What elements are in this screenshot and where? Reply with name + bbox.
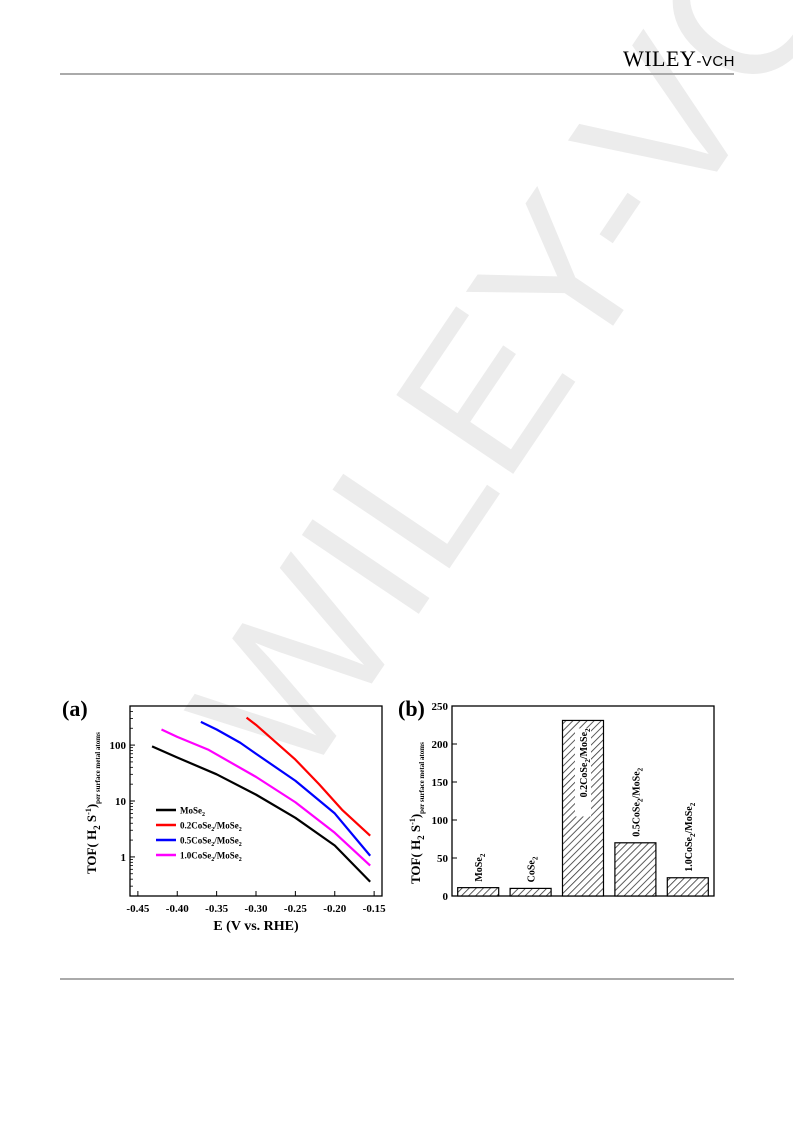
legend-sub2: 2 bbox=[239, 842, 242, 848]
publisher-main: WILEY bbox=[622, 46, 697, 71]
legend-tail: /MoSe bbox=[213, 821, 239, 831]
legend-tail: /MoSe bbox=[213, 836, 239, 846]
y-axis-b: 0 50 100 150 200 250 bbox=[432, 701, 457, 903]
bar-label-0: MoSe2 bbox=[474, 853, 487, 881]
y-tick-label-a: 10 bbox=[115, 796, 127, 808]
bar-1 bbox=[509, 887, 552, 897]
bar-label-1: CoSe2 bbox=[527, 856, 540, 882]
figure-b: (b) 0 50 100 150 200 250 MoSe2 CoSe2 0.2CoSe2/M… bbox=[396, 692, 726, 947]
y-tick-label-b: 0 bbox=[443, 891, 449, 903]
x-tick-label-a: -0.30 bbox=[245, 903, 268, 915]
line-chart: (a) -0.45 -0.40 -0.35 -0.30 -0.25 -0.20 -0.15 … bbox=[62, 696, 386, 934]
bar-label-3: 0.5CoSe2/MoSe2 bbox=[631, 767, 644, 836]
publisher-logo: WILEY-VCH bbox=[623, 46, 735, 72]
y-tick-label-a: 100 bbox=[110, 740, 127, 752]
y-axis-label-text-a: TOF( H2 S-1)per surface metal atoms bbox=[84, 732, 102, 874]
y-axis-a: 1 10 100 bbox=[110, 705, 135, 897]
legend-sub: 2 bbox=[211, 842, 214, 848]
legend-name: 0.5CoSe bbox=[180, 836, 211, 846]
x-tick-label-a: -0.40 bbox=[166, 903, 189, 915]
x-axis-label-a: E (V vs. RHE) bbox=[213, 919, 299, 934]
legend-entry-0: MoSe2 bbox=[180, 806, 205, 819]
y-axis-label-a: TOF( H2 S-1)per surface metal atoms bbox=[84, 732, 102, 874]
bar-label-4: 1.0CoSe2/MoSe2 bbox=[684, 802, 697, 871]
series-line-0 bbox=[151, 745, 371, 883]
y-axis-label-b: TOF( H2 S-1)per surface metal atoms bbox=[408, 742, 426, 884]
x-tick-label-a: -0.25 bbox=[284, 903, 307, 915]
panel-label-b: (b) bbox=[398, 696, 425, 721]
series-line-2 bbox=[200, 720, 372, 857]
y-tick-label-b: 50 bbox=[437, 853, 449, 865]
bar-label-bg-2 bbox=[575, 728, 591, 817]
legend-a: MoSe20.2CoSe2/MoSe20.5CoSe2/MoSe21.0CoSe… bbox=[156, 806, 242, 864]
figure-a: (a) -0.45 -0.40 -0.35 -0.30 -0.25 -0.20 -0.15 … bbox=[60, 692, 390, 947]
y-tick-label-b: 200 bbox=[432, 739, 449, 751]
legend-sub: 2 bbox=[211, 857, 214, 863]
series-line-1 bbox=[245, 716, 371, 837]
footer-rule bbox=[60, 978, 734, 980]
legend-name: MoSe bbox=[180, 806, 202, 816]
series-group-a bbox=[151, 716, 372, 883]
bar-3 bbox=[614, 842, 657, 897]
x-tick-label-a: -0.15 bbox=[363, 903, 386, 915]
legend-sub2: 2 bbox=[239, 827, 242, 833]
plot-frame-a bbox=[129, 705, 383, 897]
bar-label-2: 0.2CoSe2/MoSe2 bbox=[579, 728, 592, 797]
bars-group-b bbox=[457, 719, 709, 897]
legend-name: 0.2CoSe bbox=[180, 821, 211, 831]
header-rule bbox=[60, 73, 734, 75]
bar-4 bbox=[666, 877, 709, 897]
x-tick-label-a: -0.20 bbox=[323, 903, 346, 915]
y-axis-label-text-b: TOF( H2 S-1)per surface metal atoms bbox=[408, 742, 426, 884]
x-tick-label-a: -0.35 bbox=[205, 903, 228, 915]
legend-sub: 2 bbox=[211, 827, 214, 833]
publisher-suffix: VCH bbox=[701, 53, 735, 70]
y-tick-label-b: 100 bbox=[432, 815, 449, 827]
x-tick-label-a: -0.45 bbox=[126, 903, 149, 915]
bar-0 bbox=[457, 887, 500, 897]
legend-entry-1: 0.2CoSe2/MoSe2 bbox=[180, 821, 242, 834]
panel-label-a: (a) bbox=[62, 696, 88, 721]
publisher-sep: - bbox=[696, 53, 702, 70]
legend-sub2: 2 bbox=[239, 857, 242, 863]
legend-name: 1.0CoSe bbox=[180, 851, 211, 861]
y-tick-label-b: 250 bbox=[432, 701, 449, 713]
series-line-3 bbox=[161, 728, 371, 867]
y-tick-label-a: 1 bbox=[121, 852, 127, 864]
bar-labels-b: MoSe2 CoSe2 0.2CoSe2/MoSe2 0.5CoSe2/MoSe2 1.… bbox=[474, 728, 697, 882]
y-tick-label-b: 150 bbox=[432, 777, 449, 789]
legend-sub: 2 bbox=[202, 812, 205, 818]
x-axis-a: -0.45 -0.40 -0.35 -0.30 -0.25 -0.20 -0.15 bbox=[126, 891, 386, 915]
legend-entry-2: 0.5CoSe2/MoSe2 bbox=[180, 836, 242, 849]
bar-chart: (b) 0 50 100 150 200 250 MoSe2 CoSe2 0.2CoSe2/M… bbox=[398, 696, 715, 903]
legend-tail: /MoSe bbox=[213, 851, 239, 861]
bar-2 bbox=[561, 719, 605, 897]
legend-entry-3: 1.0CoSe2/MoSe2 bbox=[180, 851, 242, 864]
